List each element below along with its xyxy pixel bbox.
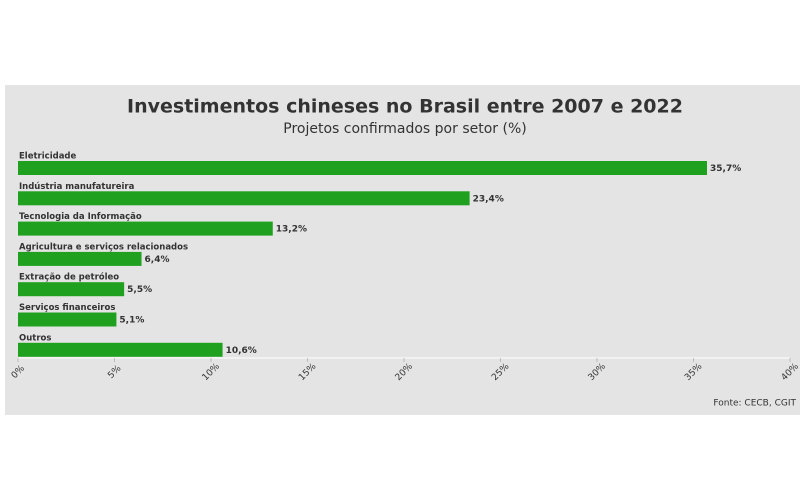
bar	[18, 282, 125, 297]
source: Fonte: CECB, CGIT	[713, 399, 796, 409]
value-label: 23,4%	[473, 194, 504, 204]
bar	[18, 191, 470, 206]
category-label: Serviços financeiros	[19, 303, 115, 313]
value-label: 13,2%	[276, 225, 307, 235]
category-label: Extração de petróleo	[19, 272, 119, 283]
value-label: 5,5%	[127, 285, 152, 295]
value-label: 5,1%	[119, 316, 144, 326]
bar	[18, 161, 708, 175]
panel	[5, 85, 800, 415]
bar	[18, 221, 273, 236]
category-label: Tecnologia da Informação	[19, 212, 142, 222]
bar	[18, 342, 223, 357]
value-label: 6,4%	[145, 255, 170, 265]
value-label: 35,7%	[710, 164, 741, 174]
bar	[18, 312, 117, 327]
bar	[18, 251, 142, 266]
chart-title: Investimentos chineses no Brasil entre 2…	[127, 96, 683, 118]
category-label: Eletricidade	[19, 152, 77, 162]
value-label: 10,6%	[226, 346, 257, 356]
category-label: Indústria manufatureira	[19, 182, 135, 192]
category-label: Agricultura e serviços relacionados	[19, 242, 188, 252]
chart-subtitle: Projetos confirmados por setor (%)	[283, 121, 526, 137]
category-label: Outros	[19, 333, 51, 343]
